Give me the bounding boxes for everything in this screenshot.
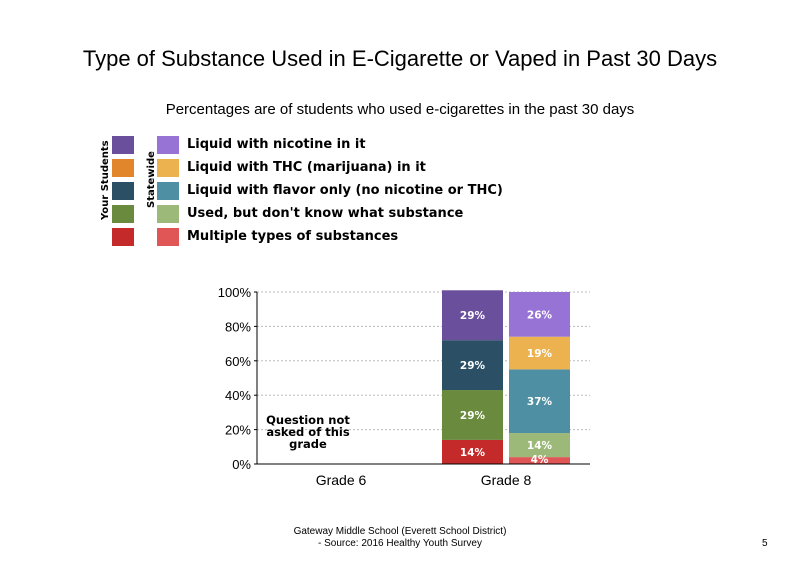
- data-label: 29%: [460, 360, 486, 372]
- data-label: 29%: [460, 310, 486, 322]
- legend-swatch-statewide: [157, 205, 179, 223]
- data-label: 26%: [527, 309, 553, 321]
- legend-swatch-your-students: [112, 136, 134, 154]
- bar-segment: [509, 336, 570, 370]
- footer: Gateway Middle School (Everett School Di…: [220, 526, 580, 550]
- legend-item-label: Liquid with THC (marijuana) in it: [187, 160, 426, 175]
- x-category-label: Grade 8: [481, 472, 532, 488]
- not-asked-note: Question not asked of this grade: [266, 413, 350, 451]
- legend-swatch-statewide: [157, 159, 179, 177]
- legend-swatch-statewide: [157, 228, 179, 246]
- bar-segment: [442, 390, 503, 440]
- y-tick-label: 80%: [225, 319, 251, 334]
- legend-swatch-your-students: [112, 159, 134, 177]
- y-tick-label: 20%: [225, 423, 251, 438]
- y-tick-label: 60%: [225, 354, 251, 369]
- data-label: 14%: [527, 440, 553, 452]
- bar-segment: [509, 457, 570, 464]
- legend-swatch-statewide: [157, 182, 179, 200]
- chart-subtitle: Percentages are of students who used e-c…: [165, 101, 635, 118]
- page-number: 5: [762, 538, 768, 549]
- footer-source: - Source: 2016 Healthy Youth Survey: [318, 538, 482, 549]
- bar-segment: [509, 292, 570, 337]
- bar-segment: [509, 369, 570, 434]
- data-label: 19%: [527, 348, 553, 360]
- data-label: 14%: [460, 447, 486, 459]
- legend-item-label: Used, but don't know what substance: [187, 206, 464, 221]
- legend-swatch-your-students: [112, 205, 134, 223]
- bar-segment: [442, 439, 503, 464]
- legend-item-label: Liquid with nicotine in it: [187, 137, 366, 152]
- legend-item-label: Liquid with flavor only (no nicotine or …: [187, 183, 503, 198]
- bar-segment: [442, 340, 503, 391]
- y-tick-label: 100%: [218, 285, 252, 300]
- data-label: 4%: [531, 454, 549, 466]
- footer-school: Gateway Middle School (Everett School Di…: [293, 526, 507, 537]
- data-label: 29%: [460, 410, 486, 422]
- chart-title: Type of Substance Used in E-Cigarette or…: [82, 46, 718, 71]
- y-tick-label: 0%: [232, 457, 251, 472]
- bar-segment: [442, 290, 503, 341]
- bar-segment: [509, 433, 570, 458]
- legend-swatch-your-students: [112, 228, 134, 246]
- legend-item-label: Multiple types of substances: [187, 229, 399, 244]
- y-tick-label: 40%: [225, 388, 251, 403]
- x-category-label: Grade 6: [316, 472, 367, 488]
- legend-swatch-statewide: [157, 136, 179, 154]
- data-label: 37%: [527, 396, 553, 408]
- legend-swatch-your-students: [112, 182, 134, 200]
